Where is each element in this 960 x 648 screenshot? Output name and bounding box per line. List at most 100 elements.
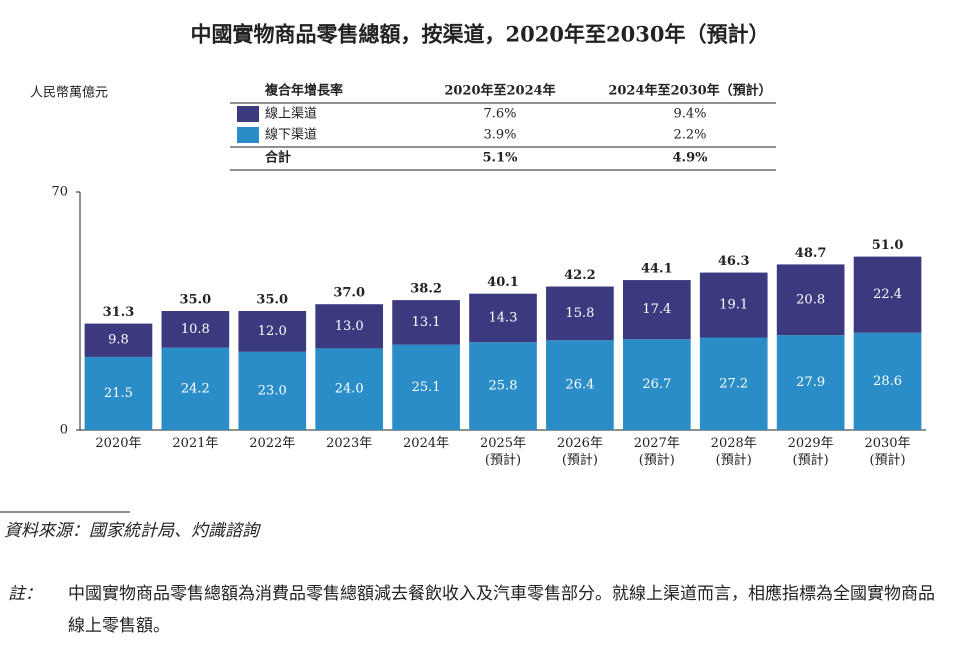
value-label: 15.8 <box>565 306 594 321</box>
value-label: 20.8 <box>796 292 825 307</box>
bar-segment <box>469 293 537 343</box>
table-cell: 7.6% <box>483 107 516 122</box>
x-tick-line: (預計) <box>716 452 752 468</box>
value-label: 27.9 <box>796 375 825 390</box>
value-label: 27.2 <box>719 376 748 391</box>
source: 資料來源：國家統計局、灼識諮詢 <box>4 521 259 541</box>
y-tick-label: 0 <box>60 423 68 438</box>
bar-segment <box>238 311 307 352</box>
table-cell: 3.9% <box>483 128 516 143</box>
table-total-cell: 5.1% <box>483 151 519 166</box>
x-tick-line: 2021年 <box>172 436 218 451</box>
x-tick-label: 2020年 <box>95 436 141 451</box>
x-tick-line: (預計) <box>869 452 905 468</box>
x-tick-line: 2020年 <box>95 436 141 451</box>
table-cell: 2.2% <box>673 128 706 143</box>
bar-segment <box>622 280 691 340</box>
total-label: 48.7 <box>795 246 827 261</box>
x-tick-line: 2023年 <box>326 436 372 451</box>
x-tick-label: 2024年 <box>403 436 449 451</box>
x-tick-label: 2029年(預計) <box>788 436 834 468</box>
total-label: 35.0 <box>180 293 212 308</box>
table-header: 2024年至2030年（預計） <box>608 83 771 99</box>
bar-segment <box>84 356 153 430</box>
bar-segment <box>699 272 768 338</box>
x-tick-line: 2022年 <box>249 436 295 451</box>
value-label: 9.8 <box>108 333 129 348</box>
bar-segment <box>392 344 460 430</box>
x-tick-label: 2023年 <box>326 436 372 451</box>
note-label: 註： <box>8 584 42 604</box>
bar-segment <box>315 304 384 349</box>
total-label: 42.2 <box>564 268 596 283</box>
total-label: 46.3 <box>718 254 750 269</box>
x-tick-line: 2025年 <box>480 436 526 451</box>
value-label: 25.1 <box>412 380 441 395</box>
legend-swatch <box>237 106 259 122</box>
value-label: 14.3 <box>489 310 518 325</box>
x-tick-line: 2026年 <box>557 436 603 451</box>
value-label: 12.0 <box>258 324 287 339</box>
bar-segment <box>776 264 845 336</box>
bar-segment <box>161 347 230 430</box>
x-tick-label: 2022年 <box>249 436 295 451</box>
note-text: 中國實物商品零售總額為消費品零售總額減去餐飲收入及汽車零售部分。就線上渠道而言，… <box>68 584 935 636</box>
x-tick-line: (預計) <box>639 452 675 468</box>
x-tick-line: (預計) <box>485 452 521 468</box>
bar-segment <box>84 323 153 357</box>
total-label: 51.0 <box>872 238 904 253</box>
x-tick-label: 2028年(預計) <box>711 436 757 468</box>
value-label: 24.2 <box>181 381 210 396</box>
bar-segment <box>392 300 460 345</box>
table-header: 2020年至2024年 <box>444 83 555 99</box>
bar-segment <box>853 256 922 333</box>
y-tick-label: 70 <box>51 185 68 200</box>
total-label: 44.1 <box>641 262 673 277</box>
bar-segment <box>546 286 614 341</box>
bar-segment <box>853 332 922 430</box>
value-label: 24.0 <box>335 382 364 397</box>
x-tick-line: 2029年 <box>788 436 834 451</box>
x-tick-line: (預計) <box>562 452 598 468</box>
bar-segment <box>469 342 537 430</box>
x-tick-label: 2027年(預計) <box>634 436 680 468</box>
x-tick-label: 2030年(預計) <box>864 436 910 468</box>
total-label: 38.2 <box>410 282 442 297</box>
bar-segment <box>315 348 384 430</box>
table-total-cell: 4.9% <box>673 151 709 166</box>
bar-segment <box>622 339 691 430</box>
legend-swatch <box>237 127 259 143</box>
chart-title: 中國實物商品零售總額，按渠道，2020年至2030年（預計） <box>191 22 770 47</box>
value-label: 13.1 <box>412 315 441 330</box>
total-label: 40.1 <box>487 275 519 290</box>
table-total-label: 合計 <box>265 150 291 166</box>
x-tick-line: 2027年 <box>634 436 680 451</box>
x-tick-line: 2030年 <box>864 436 910 451</box>
bar-segment <box>699 337 768 430</box>
value-label: 25.8 <box>489 379 518 394</box>
bar-segment <box>546 340 614 430</box>
value-label: 13.0 <box>335 319 364 334</box>
value-label: 28.6 <box>873 374 902 389</box>
legend-label: 線上渠道 <box>265 106 317 122</box>
value-label: 22.4 <box>873 287 902 302</box>
x-tick-line: 2028年 <box>711 436 757 451</box>
x-tick-label: 2025年(預計) <box>480 436 526 468</box>
bar-segment <box>161 311 230 348</box>
x-tick-label: 2021年 <box>172 436 218 451</box>
table-cell: 9.4% <box>673 107 706 122</box>
total-label: 35.0 <box>256 293 288 308</box>
value-label: 17.4 <box>642 302 671 317</box>
value-label: 26.7 <box>642 377 671 392</box>
table-header: 複合年增長率 <box>264 83 343 99</box>
y-unit-label: 人民幣萬億元 <box>30 85 108 101</box>
value-label: 10.8 <box>181 322 210 337</box>
x-tick-label: 2026年(預計) <box>557 436 603 468</box>
value-label: 26.4 <box>565 378 594 393</box>
value-label: 21.5 <box>104 386 133 401</box>
x-tick-line: 2024年 <box>403 436 449 451</box>
bar-segment <box>776 335 845 430</box>
total-label: 37.0 <box>333 286 365 301</box>
bar-segment <box>238 351 307 430</box>
